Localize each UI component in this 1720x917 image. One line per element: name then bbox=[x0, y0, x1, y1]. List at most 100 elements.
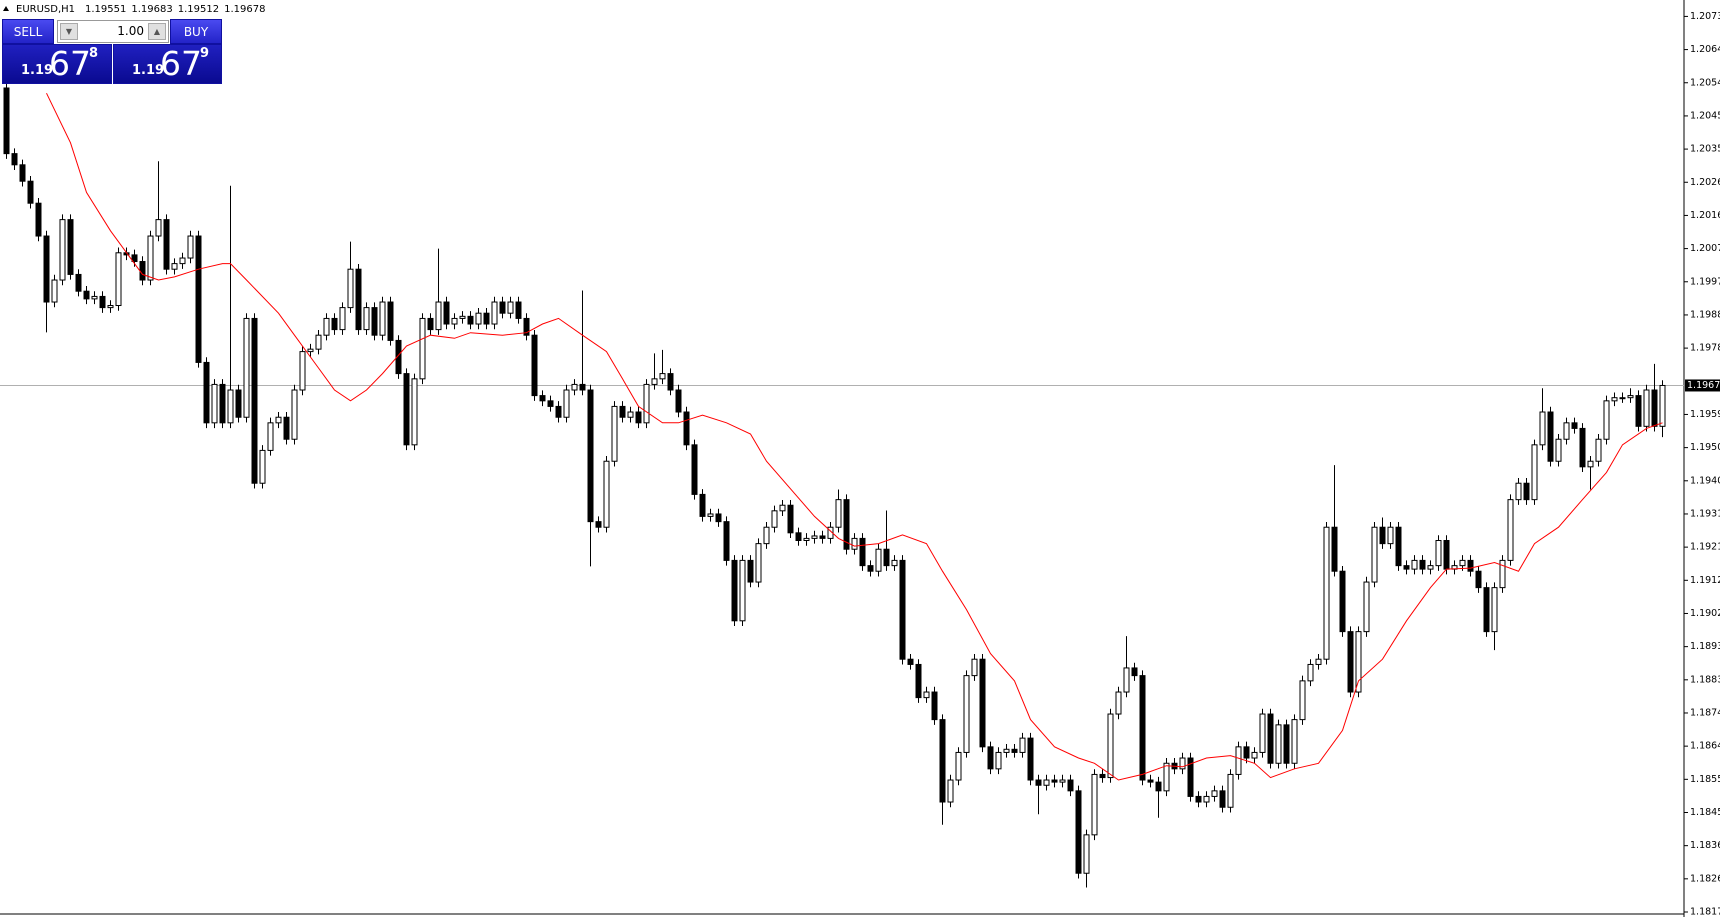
candle-body bbox=[1131, 667, 1138, 677]
candle-body bbox=[595, 521, 602, 528]
candle-body bbox=[635, 411, 642, 424]
candle-body bbox=[1355, 631, 1362, 693]
candle-body bbox=[219, 383, 226, 424]
header-open: 1.19551 bbox=[85, 4, 126, 15]
candle-body bbox=[667, 373, 674, 391]
candle-body bbox=[1435, 539, 1442, 567]
sell-price[interactable]: 1.19 67 8 bbox=[2, 44, 112, 84]
candle-body bbox=[299, 351, 306, 391]
candle-body bbox=[315, 334, 322, 350]
candle-body bbox=[1019, 737, 1026, 753]
sell-price-big: 1.19 bbox=[21, 63, 54, 78]
candle-body bbox=[1179, 757, 1186, 770]
candle-body bbox=[1651, 389, 1658, 427]
candle-body bbox=[1587, 460, 1594, 468]
candle-body bbox=[851, 537, 858, 550]
lot-value[interactable]: 1.00 bbox=[117, 24, 144, 38]
sell-price-main: 67 bbox=[49, 44, 91, 83]
candle-body bbox=[675, 389, 682, 413]
candle-body bbox=[571, 383, 578, 391]
lot-up[interactable]: ▲ bbox=[148, 23, 166, 40]
candle-body bbox=[971, 658, 978, 677]
candle-body bbox=[931, 691, 938, 721]
candle-body bbox=[531, 334, 538, 397]
candle-body bbox=[1603, 400, 1610, 440]
candle-body bbox=[579, 383, 586, 391]
candle-body bbox=[699, 493, 706, 517]
lot-box[interactable]: ▼ 1.00 ▲ bbox=[57, 20, 169, 43]
y-tick-label: 1.19595 bbox=[1690, 409, 1720, 420]
candle-body bbox=[915, 663, 922, 699]
candle-body bbox=[99, 295, 106, 309]
candle-body bbox=[1003, 748, 1010, 753]
candle-body bbox=[419, 317, 426, 380]
y-tick-label: 1.18170 bbox=[1690, 907, 1720, 917]
candle-body bbox=[1059, 779, 1066, 783]
candle-body bbox=[267, 422, 274, 451]
candle-body bbox=[51, 279, 58, 303]
candle-body bbox=[1155, 781, 1162, 792]
candle-body bbox=[475, 312, 482, 325]
candle-body bbox=[1067, 779, 1074, 792]
trade-panel: SELL ▼ 1.00 ▲ BUY 1.19 67 8 1.19 67 9 bbox=[2, 19, 222, 84]
candle-body bbox=[1379, 526, 1386, 545]
y-tick-label: 1.19120 bbox=[1690, 575, 1720, 586]
y-tick-label: 1.20735 bbox=[1690, 11, 1720, 22]
candle-body bbox=[1275, 724, 1282, 764]
candle-body bbox=[155, 219, 162, 237]
y-tick-label: 1.19215 bbox=[1690, 542, 1720, 553]
candle-body bbox=[203, 361, 210, 424]
y-tick-label: 1.20450 bbox=[1690, 110, 1720, 121]
header: EURUSD,H1 1.19551 1.19683 1.19512 1.19678 bbox=[16, 4, 265, 15]
candle-body bbox=[1499, 559, 1506, 589]
candle-body bbox=[691, 444, 698, 495]
buy-price-big: 1.19 bbox=[132, 63, 165, 78]
candle-body bbox=[1611, 397, 1618, 402]
y-tick-label: 1.19880 bbox=[1690, 309, 1720, 320]
lot-down[interactable]: ▼ bbox=[60, 23, 78, 40]
candle-body bbox=[707, 513, 714, 517]
candle-body bbox=[1147, 779, 1154, 783]
candle-body bbox=[907, 658, 914, 665]
candle-body bbox=[1243, 746, 1250, 759]
sell-button[interactable]: SELL bbox=[2, 19, 54, 44]
candle-body bbox=[1387, 526, 1394, 545]
header-low: 1.19512 bbox=[178, 4, 219, 15]
candle-body bbox=[755, 543, 762, 583]
y-tick-label: 1.19785 bbox=[1690, 343, 1720, 354]
candle-body bbox=[59, 219, 66, 281]
candle-body bbox=[835, 499, 842, 528]
candle-body bbox=[1339, 570, 1346, 633]
candle-body bbox=[1643, 389, 1650, 427]
candle-body bbox=[1403, 565, 1410, 570]
y-tick-label: 1.20355 bbox=[1690, 144, 1720, 155]
candle-body bbox=[467, 315, 474, 325]
y-tick-label: 1.18645 bbox=[1690, 741, 1720, 752]
candle-body bbox=[1283, 724, 1290, 764]
candle-body bbox=[771, 510, 778, 528]
candle-body bbox=[427, 317, 434, 331]
candle-body bbox=[1187, 757, 1194, 797]
candle-body bbox=[739, 559, 746, 622]
candle-body bbox=[19, 164, 26, 182]
candle-body bbox=[803, 537, 810, 541]
candle-body bbox=[131, 254, 138, 263]
candle-body bbox=[995, 751, 1002, 770]
candle-body bbox=[491, 301, 498, 325]
candle-body bbox=[179, 257, 186, 265]
buy-price[interactable]: 1.19 67 9 bbox=[113, 44, 222, 84]
y-tick-label: 1.18740 bbox=[1690, 707, 1720, 718]
candle-body bbox=[979, 658, 986, 748]
candle-body bbox=[1659, 384, 1666, 427]
y-tick-label: 1.19310 bbox=[1690, 508, 1720, 519]
candle-body bbox=[899, 559, 906, 660]
y-tick-label: 1.19025 bbox=[1690, 608, 1720, 619]
candle-body bbox=[331, 317, 338, 331]
y-tick-label: 1.18550 bbox=[1690, 774, 1720, 785]
candle-body bbox=[555, 405, 562, 418]
buy-button[interactable]: BUY bbox=[170, 19, 222, 44]
candle-body bbox=[1051, 779, 1058, 783]
candle-body bbox=[91, 295, 98, 300]
collapse-icon[interactable] bbox=[3, 6, 9, 11]
